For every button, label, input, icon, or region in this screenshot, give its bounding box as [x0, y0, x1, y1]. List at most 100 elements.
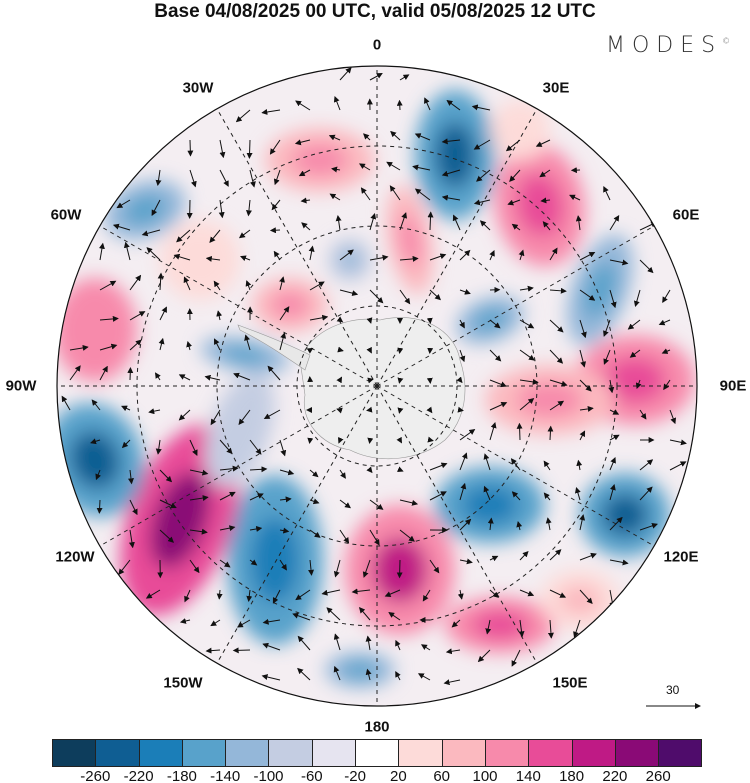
meridian-line	[90, 220, 378, 387]
wind-vector-arrow	[579, 552, 597, 561]
wind-vector-arrow	[446, 99, 461, 111]
wind-vector-arrow	[155, 169, 162, 187]
wind-vector-arrow	[603, 349, 611, 365]
wind-vector-arrow	[329, 193, 341, 201]
wind-vector-arrow	[189, 495, 209, 502]
wind-vector-arrow	[662, 289, 671, 304]
wind-vector-arrow	[128, 529, 135, 549]
colorbar-tick-label: -20	[344, 768, 366, 783]
wind-vector-arrow	[358, 163, 371, 171]
wind-vector-arrow	[635, 379, 642, 390]
wind-vector-arrow	[336, 376, 343, 384]
wind-vector-arrow	[292, 612, 311, 621]
wind-vector-arrow	[219, 465, 239, 472]
wind-vector-arrow	[365, 635, 372, 651]
wind-vector-arrow	[369, 289, 384, 304]
colorbar-swatch	[529, 740, 573, 766]
wind-vector-arrow	[457, 589, 464, 600]
colorbar-swatch	[356, 740, 400, 766]
meridian-line	[211, 99, 378, 387]
wind-vector-arrow	[396, 436, 402, 444]
anomaly-contour	[222, 345, 268, 365]
wind-vector-arrow	[219, 139, 226, 159]
wind-vector-arrow	[249, 493, 264, 501]
meridian-line	[376, 385, 664, 552]
anomaly-contour	[462, 486, 518, 524]
wind-vector-arrow	[396, 99, 403, 111]
wind-vector-arrow	[397, 377, 404, 384]
wind-vector-arrow	[395, 671, 401, 681]
wind-vector-arrow	[328, 134, 341, 141]
wind-vector-arrow	[429, 253, 447, 261]
wind-vector-arrow	[336, 316, 344, 323]
wind-vector-arrow	[395, 639, 401, 651]
wind-vector-arrow	[459, 428, 476, 441]
colorbar-tick-label: -60	[300, 768, 323, 783]
lon-label-60e: 60E	[672, 206, 700, 224]
wind-vector-arrow	[608, 379, 615, 394]
wind-vector-arrow	[519, 349, 535, 361]
wind-vector-arrow	[579, 514, 586, 531]
wind-vector-arrow	[399, 289, 411, 305]
wind-vector-arrow	[459, 249, 471, 261]
wind-vector-arrow	[249, 466, 268, 473]
wind-vector-arrow	[489, 401, 508, 411]
wind-vector-arrow	[511, 649, 521, 667]
wind-vector-arrow	[489, 349, 502, 362]
wind-vector-arrow	[459, 452, 468, 471]
wind-vector-arrow	[298, 169, 311, 177]
wind-vector-arrow	[669, 461, 687, 471]
wind-vector-arrow	[639, 259, 654, 274]
wind-vector-arrow	[339, 289, 359, 297]
wind-vector-arrow	[128, 469, 134, 485]
wind-vector-arrow	[129, 274, 142, 291]
wind-vector-arrow	[263, 409, 281, 420]
colorbar-swatch	[442, 740, 486, 766]
wind-vector-arrow	[333, 665, 341, 681]
colorbar-tick-label: 140	[515, 768, 541, 783]
wind-vector-arrow	[518, 249, 525, 261]
wind-vector-arrow	[141, 229, 161, 237]
wind-vector-arrow	[178, 374, 191, 381]
colorbar-swatch	[615, 740, 660, 766]
wind-vector-arrow	[219, 525, 236, 532]
wind-vector-arrow	[308, 559, 315, 576]
wind-vector-arrow	[579, 430, 586, 441]
wind-vector-arrow	[663, 379, 671, 391]
wind-vector-arrow	[339, 529, 350, 544]
wind-vector-arrow	[414, 133, 431, 141]
wind-vector-arrow	[420, 644, 431, 651]
wind-vector-arrow	[121, 405, 131, 412]
wind-vector-arrow	[219, 491, 236, 501]
wind-vector-arrow	[262, 618, 281, 625]
wind-vector-arrow	[204, 374, 221, 381]
wind-vector-arrow	[609, 516, 623, 531]
wind-vector-arrow	[579, 319, 587, 339]
wind-vector-arrow	[69, 344, 89, 351]
wind-vector-arrow	[121, 439, 131, 449]
wind-vector-arrow	[576, 459, 583, 471]
wind-vector-arrow	[337, 437, 344, 444]
wind-vector-arrow	[159, 469, 173, 483]
wind-vector-arrow	[367, 377, 374, 384]
wind-vector-arrow	[267, 365, 281, 381]
wind-vector-arrow	[609, 434, 620, 441]
wind-vector-arrow	[579, 379, 592, 392]
wind-vector-arrow	[639, 522, 658, 531]
map-title: Base 04/08/2025 00 UTC, valid 05/08/2025…	[154, 1, 596, 22]
wind-vector-arrow	[427, 436, 434, 443]
wind-vector-arrow	[369, 529, 380, 546]
wind-vector-arrow	[365, 668, 372, 681]
wind-vector-arrow	[549, 589, 567, 598]
wind-vector-arrow	[549, 400, 565, 411]
wind-vector-arrow	[609, 215, 620, 231]
wind-vector-arrow	[271, 199, 281, 211]
wind-vector-arrow	[669, 439, 687, 446]
wind-vector-arrow	[627, 319, 641, 330]
wind-vector-arrow	[609, 289, 617, 309]
wind-vector-arrow	[309, 314, 329, 321]
wind-vector-arrow	[384, 589, 401, 597]
wind-vector-arrow	[238, 409, 251, 426]
colorbar-swatch	[182, 740, 227, 766]
